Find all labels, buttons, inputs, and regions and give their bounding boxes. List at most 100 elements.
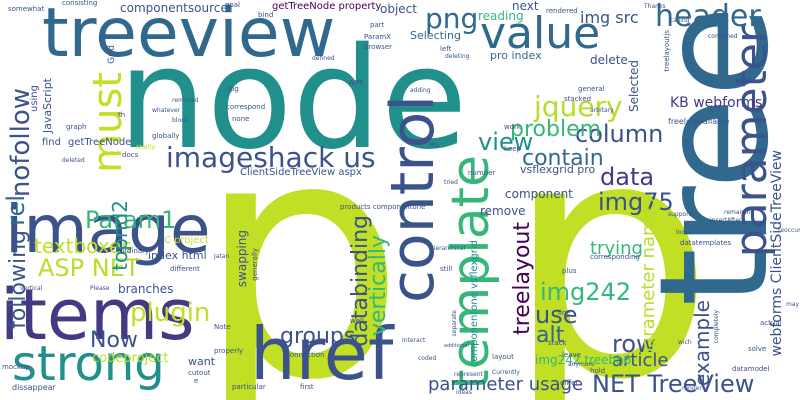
word-p-left: p bbox=[196, 68, 406, 400]
word-now: Now bbox=[90, 328, 138, 353]
word-items: items bbox=[0, 274, 195, 356]
word-treelayout: treelayout bbox=[510, 222, 535, 335]
word-codeproject: codeproject bbox=[92, 351, 169, 366]
word-really: really bbox=[136, 143, 156, 151]
word-javascript: JavaScript bbox=[41, 78, 54, 134]
word-header: header bbox=[655, 0, 761, 34]
word-img242-treebh8: img242 treebh8 bbox=[535, 353, 632, 367]
word-stacked: stacked bbox=[564, 95, 592, 103]
word-e: e bbox=[194, 377, 199, 385]
word-img242: img242 bbox=[540, 278, 632, 306]
word-groups: groups bbox=[280, 324, 356, 349]
word-general: general bbox=[578, 85, 605, 93]
word-alt: alt bbox=[536, 323, 565, 348]
word-yes: Yes bbox=[428, 141, 440, 149]
word-gettreenode: getTreeNode bbox=[68, 137, 132, 148]
word-parameter-names: parameter names bbox=[638, 198, 659, 360]
word-example: example bbox=[690, 300, 714, 387]
word-deleted: deleted bbox=[62, 157, 85, 164]
word-may: may bbox=[786, 301, 800, 308]
word-want: want bbox=[188, 355, 216, 368]
word-jquery: jquery bbox=[534, 90, 623, 123]
word-vertically: vertically bbox=[366, 235, 391, 337]
word-ideas: ideas bbox=[456, 389, 472, 396]
word-connection: connection bbox=[286, 351, 325, 359]
word-componentone-vsflexgrid: componentone vsflexgrid bbox=[469, 240, 480, 368]
word-part: part bbox=[370, 21, 385, 29]
word-following: following bbox=[6, 230, 31, 329]
word-column: column bbox=[575, 120, 664, 148]
word-gettreenode-property: getTreeNode property bbox=[272, 1, 382, 12]
word-problem: problem bbox=[510, 117, 602, 142]
word-separate: separate bbox=[451, 310, 458, 337]
word-differ: differ bbox=[560, 379, 579, 387]
word-clientsidetreeview-aspx: ClientSideTreeView aspx bbox=[240, 167, 362, 178]
word-c-project: C project bbox=[164, 235, 209, 246]
word-particular: particular bbox=[232, 383, 266, 391]
word-datamodel: datamodel bbox=[732, 365, 770, 373]
word-next: next bbox=[512, 0, 539, 13]
word-th: th bbox=[118, 111, 126, 119]
word-combined: combined bbox=[708, 33, 738, 40]
word-value: value bbox=[480, 8, 601, 59]
word-different: different bbox=[170, 265, 200, 273]
word-article: article bbox=[612, 350, 669, 371]
word-image: image bbox=[5, 191, 211, 268]
word-solve: solve bbox=[748, 345, 767, 353]
word-looks: looks bbox=[676, 229, 692, 236]
word-work: work bbox=[504, 123, 521, 131]
word-layout: layout bbox=[492, 353, 514, 361]
word-imageshack-us: imageshack us bbox=[166, 141, 376, 174]
word-correspond: correspond bbox=[226, 103, 266, 111]
word-please: Please bbox=[90, 285, 110, 292]
word-pro-index: pro index bbox=[490, 49, 542, 62]
word-wich: wich bbox=[678, 339, 692, 346]
word-img75: img75 bbox=[598, 188, 674, 216]
word-view: view bbox=[478, 128, 534, 156]
word-hierarchical: hierarchical bbox=[430, 245, 466, 252]
word-leave: leave bbox=[562, 351, 581, 359]
word-insertafter: insertAfter bbox=[710, 217, 742, 224]
word-reoccur: reoccur bbox=[778, 227, 800, 234]
word-object: object bbox=[380, 2, 417, 16]
word-products-componentone: products componentone bbox=[340, 203, 426, 211]
word-properly: properly bbox=[214, 347, 244, 355]
word-treelayoutjs: treelayoutjs bbox=[663, 30, 671, 72]
word-globally: globally bbox=[152, 132, 180, 140]
word-ordinary: ordinary bbox=[120, 247, 150, 255]
word-somewhat: somewhat bbox=[8, 5, 45, 13]
word-net-treeview: NET TreeView bbox=[592, 370, 755, 398]
word-coded: coded bbox=[418, 355, 437, 362]
word-component: component bbox=[505, 187, 573, 201]
word-kb-webforms: KB webforms bbox=[670, 95, 763, 111]
word-remaining: remaining bbox=[724, 209, 755, 216]
word-selected: Selected bbox=[627, 60, 641, 113]
word-swapping: swapping bbox=[235, 230, 249, 288]
word-keep: keep bbox=[504, 145, 521, 153]
word-arbitary: arbitary bbox=[590, 107, 614, 114]
word-render: render bbox=[682, 385, 702, 392]
word-branches: branches bbox=[118, 282, 174, 296]
word-deleting: deleting bbox=[445, 53, 470, 60]
word-still: still bbox=[440, 265, 453, 273]
word-currently: Currently bbox=[492, 369, 520, 376]
word-graph: graph bbox=[66, 123, 87, 131]
word-bind: bind bbox=[258, 11, 274, 19]
word-removed: removed bbox=[172, 97, 199, 104]
word-strong: strong bbox=[12, 336, 165, 392]
word-delete: delete bbox=[590, 53, 628, 67]
word-param1: Param1 bbox=[85, 206, 177, 234]
word-treeview: treeview bbox=[42, 0, 336, 73]
word-additional: additional bbox=[444, 343, 469, 349]
word-componentsource: componentsource bbox=[120, 1, 228, 15]
word-vsflexgrid-pro: vsflexgrid pro bbox=[520, 163, 596, 176]
word-jatan: Jatan bbox=[214, 253, 230, 260]
word-left: left bbox=[440, 45, 452, 53]
word-selecting: Selecting bbox=[410, 29, 461, 42]
word-adding: adding bbox=[410, 87, 431, 94]
word-represent: represent bbox=[454, 371, 483, 378]
word-consisting: consisting bbox=[62, 0, 98, 7]
word-anymore: anymore bbox=[568, 361, 595, 368]
word-control: control bbox=[378, 95, 448, 303]
